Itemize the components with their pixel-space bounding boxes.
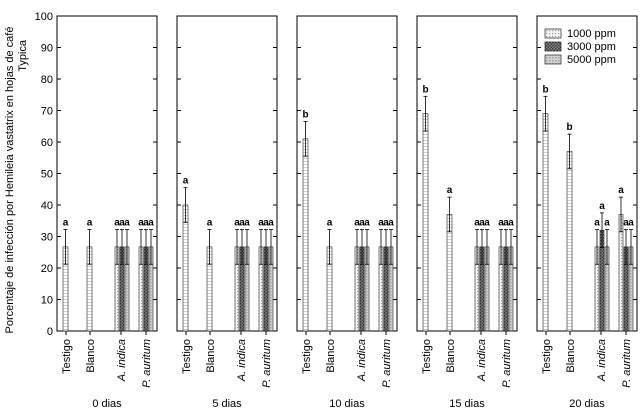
significance-letter: a — [183, 176, 189, 187]
category-label-blanco: Blanco — [85, 339, 97, 373]
significance-letter: a — [508, 218, 514, 229]
category-label-testigo: Testigo — [301, 339, 313, 374]
bar-testigo-single — [542, 113, 549, 332]
significance-letter: a — [503, 218, 509, 229]
significance-letter: a — [327, 218, 333, 229]
category-label-p-auritum: P. auritum — [381, 339, 393, 388]
category-label-blanco: Blanco — [205, 339, 217, 373]
significance-letter: a — [359, 218, 365, 229]
significance-letter: a — [263, 218, 269, 229]
bar-testigo-single — [182, 204, 189, 332]
significance-letter: a — [383, 218, 389, 229]
significance-letter: a — [618, 185, 624, 196]
significance-letter: b — [422, 84, 428, 95]
panel-title: 0 dias — [92, 398, 122, 410]
bar-blanco-single — [566, 151, 573, 332]
y-tick-label-0: 0 — [47, 326, 53, 338]
y-tick-label-90: 90 — [41, 43, 53, 55]
significance-letter: a — [119, 218, 125, 229]
significance-letter: a — [498, 218, 504, 229]
category-label-blanco: Blanco — [445, 339, 457, 373]
significance-letter: a — [143, 218, 149, 229]
significance-letter: a — [604, 218, 610, 229]
category-label-testigo: Testigo — [541, 339, 553, 374]
category-label-a-indica: A. indica — [236, 339, 248, 382]
panel-title: 15 dias — [449, 398, 485, 410]
significance-letter: a — [63, 218, 69, 229]
y-tick-label-80: 80 — [41, 74, 53, 86]
legend-swatch-1000-ppm — [544, 28, 562, 39]
y-tick-label-50: 50 — [41, 169, 53, 181]
significance-letter: a — [364, 218, 370, 229]
significance-letter: a — [87, 218, 93, 229]
y-axis-label-line1: Porcentaje de infección por Hemileia vas… — [4, 27, 16, 334]
significance-letter: a — [244, 218, 250, 229]
significance-letter: a — [354, 218, 360, 229]
significance-letter: a — [138, 218, 144, 229]
category-label-testigo: Testigo — [61, 339, 73, 374]
significance-letter: a — [599, 201, 605, 212]
bar-testigo-single — [302, 138, 309, 332]
significance-letter: b — [302, 110, 308, 121]
y-tick-label-60: 60 — [41, 137, 53, 149]
legend-label-1000-ppm: 1000 ppm — [567, 28, 616, 40]
significance-letter: a — [474, 218, 480, 229]
category-label-a-indica: A. indica — [596, 339, 608, 382]
significance-letter: a — [239, 218, 245, 229]
y-axis-label-line2: Typica — [17, 39, 29, 72]
significance-letter: a — [479, 218, 485, 229]
significance-letter: a — [207, 218, 213, 229]
y-tick-label-70: 70 — [41, 106, 53, 118]
category-label-a-indica: A. indica — [116, 339, 128, 382]
significance-letter: a — [234, 218, 240, 229]
significance-letter: a — [378, 218, 384, 229]
category-label-testigo: Testigo — [421, 339, 433, 374]
category-label-blanco: Blanco — [325, 339, 337, 373]
significance-letter: b — [542, 84, 548, 95]
significance-letter: a — [114, 218, 120, 229]
y-tick-label-40: 40 — [41, 200, 53, 212]
legend-label-3000-ppm: 3000 ppm — [567, 41, 616, 53]
panel-title: 10 dias — [329, 398, 365, 410]
significance-letter: a — [594, 218, 600, 229]
significance-letter: a — [124, 218, 130, 229]
panel-title: 20 dias — [569, 398, 605, 410]
significance-letter: a — [258, 218, 264, 229]
category-label-p-auritum: P. auritum — [261, 339, 273, 388]
bar-testigo-single — [422, 113, 429, 332]
legend-label-5000-ppm: 5000 ppm — [567, 54, 616, 66]
legend-swatch-5000-ppm — [544, 54, 562, 65]
significance-letter: a — [388, 218, 394, 229]
significance-letter: a — [628, 218, 634, 229]
category-label-a-indica: A. indica — [356, 339, 368, 382]
category-label-testigo: Testigo — [181, 339, 193, 374]
category-label-a-indica: A. indica — [476, 339, 488, 382]
y-tick-label-20: 20 — [41, 263, 53, 275]
panel-title: 5 dias — [212, 398, 242, 410]
category-label-p-auritum: P. auritum — [501, 339, 513, 388]
significance-letter: b — [566, 122, 572, 133]
significance-letter: a — [148, 218, 154, 229]
category-label-p-auritum: P. auritum — [141, 339, 153, 388]
significance-letter: a — [623, 218, 629, 229]
y-tick-label-30: 30 — [41, 232, 53, 244]
category-label-p-auritum: P. auritum — [621, 339, 633, 388]
significance-letter: a — [447, 185, 453, 196]
y-tick-label-100: 100 — [35, 11, 53, 23]
category-label-blanco: Blanco — [565, 339, 577, 373]
y-tick-label-10: 10 — [41, 295, 53, 307]
legend-swatch-3000-ppm — [544, 41, 562, 52]
significance-letter: a — [268, 218, 274, 229]
significance-letter: a — [484, 218, 490, 229]
